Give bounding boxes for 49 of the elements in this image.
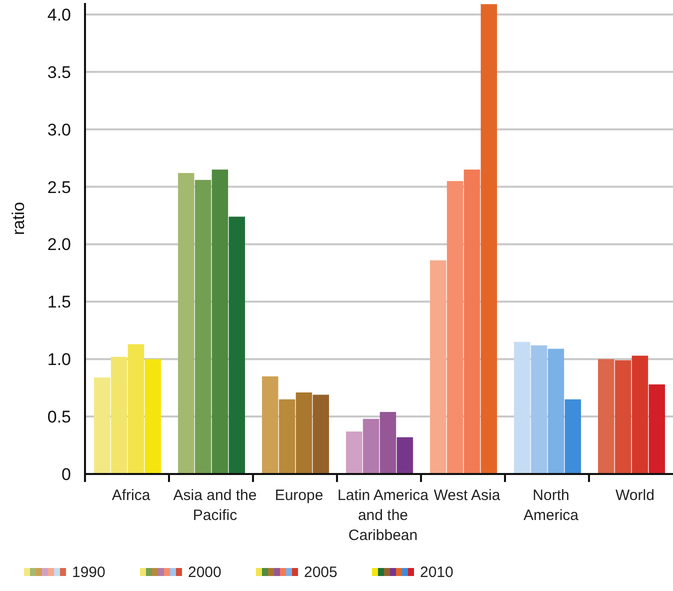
bar <box>430 260 446 474</box>
bar <box>464 170 480 474</box>
bar <box>346 431 362 474</box>
y-tick-label: 4.0 <box>47 5 71 24</box>
x-tick-label: Latin America and the Caribbean <box>338 487 430 544</box>
bar <box>614 360 632 474</box>
bar <box>530 345 548 474</box>
bar <box>598 359 614 474</box>
bar <box>548 348 564 474</box>
bar <box>94 378 110 474</box>
bar <box>144 359 161 474</box>
y-tick-label: 1.5 <box>47 292 71 312</box>
bar <box>380 412 396 474</box>
bar <box>564 399 581 474</box>
y-tick-label: 2.0 <box>47 235 71 254</box>
bar <box>446 181 464 474</box>
bar <box>262 376 278 474</box>
y-tick-label: 0 <box>62 464 71 484</box>
x-tick-label: Asia and the Pacific <box>173 487 257 524</box>
x-tick-label: North America <box>523 487 580 524</box>
y-tick-label: 0.5 <box>47 408 71 427</box>
bar <box>194 180 212 474</box>
bar <box>278 399 296 474</box>
bar <box>128 344 144 474</box>
bar <box>480 4 497 474</box>
bar <box>228 216 245 474</box>
bar <box>362 418 380 474</box>
y-tick-label: 3.5 <box>47 62 71 82</box>
bar <box>312 394 329 474</box>
x-tick-label: Africa <box>112 487 151 504</box>
y-tick-label: 1.0 <box>47 350 71 370</box>
legend-label: 2010 <box>420 564 454 581</box>
bar <box>178 173 194 474</box>
bar <box>110 356 128 474</box>
bar <box>648 384 665 474</box>
x-tick-label: West Asia <box>434 487 501 504</box>
y-tick-label: 3.0 <box>47 120 71 140</box>
legend-label: 2005 <box>304 564 338 581</box>
x-tick-label: Europe <box>274 487 324 504</box>
x-tick-label: World <box>616 487 654 504</box>
y-tick-label: 2.5 <box>47 178 71 197</box>
y-axis-title: ratio <box>9 202 28 236</box>
bar <box>632 356 648 474</box>
bar <box>396 437 413 474</box>
bar <box>212 170 228 474</box>
bar <box>514 342 530 474</box>
legend-label: 2000 <box>188 564 222 581</box>
legend-label: 1990 <box>72 564 106 581</box>
bar <box>296 392 312 474</box>
